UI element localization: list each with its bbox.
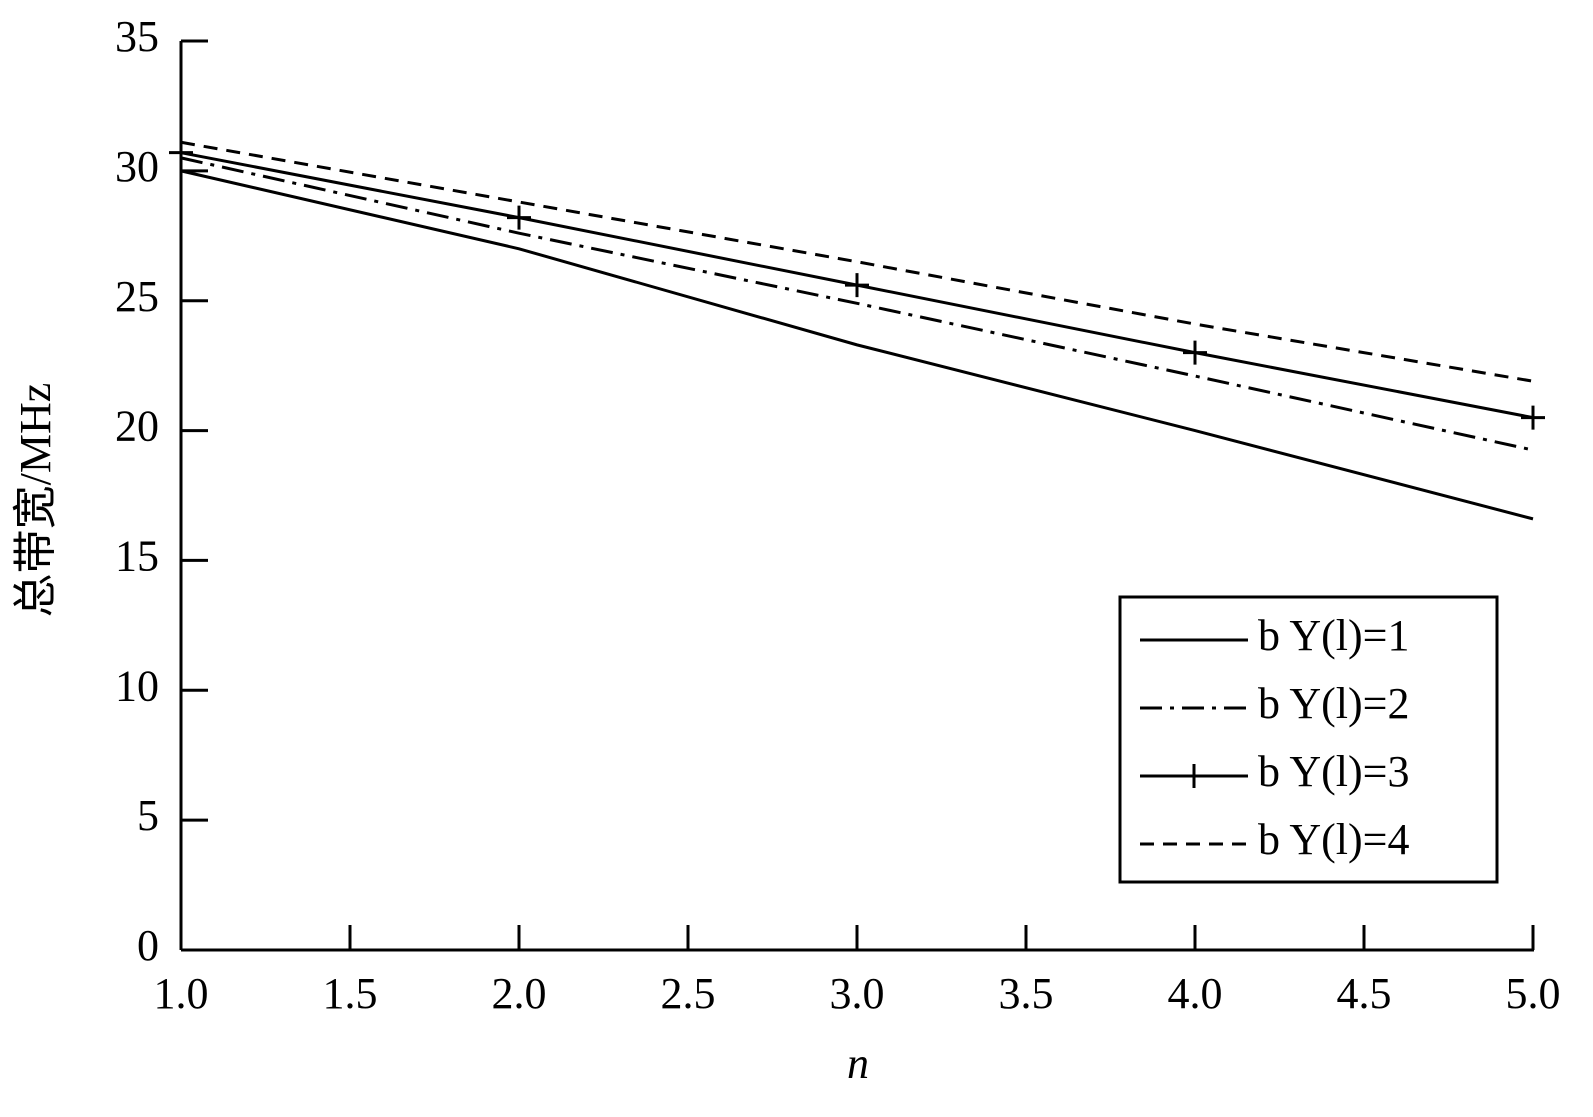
x-tick-label: 2.5 [661, 969, 716, 1018]
x-tick-label: 4.5 [1337, 969, 1392, 1018]
x-tick-label: 4.0 [1168, 969, 1223, 1018]
legend-box [1118, 595, 1499, 884]
point-marker [507, 205, 531, 230]
x-tick-label: 1.5 [323, 969, 378, 1018]
y-tick-label: 25 [115, 272, 159, 321]
y-tick-label: 5 [137, 791, 159, 840]
x-axis-label: n [847, 1039, 869, 1088]
legend-label: b Y(l)=1 [1258, 611, 1410, 660]
x-tick-label: 1.0 [154, 969, 209, 1018]
point-marker [1183, 340, 1207, 365]
y-tick-label: 0 [137, 921, 159, 970]
point-marker [845, 273, 869, 298]
legend-label: b Y(l)=4 [1258, 815, 1410, 864]
x-tick-label: 3.0 [830, 969, 885, 1018]
y-tick-label: 30 [115, 142, 159, 191]
y-axis-label: 总带宽/MHz [11, 383, 60, 618]
legend-label: b Y(l)=2 [1258, 679, 1410, 728]
x-tick-label: 2.0 [492, 969, 547, 1018]
legend-label: b Y(l)=3 [1258, 747, 1410, 796]
point-marker [169, 140, 193, 165]
y-tick-label: 10 [115, 661, 159, 710]
series-line [180, 169, 1534, 521]
y-tick-label: 35 [115, 12, 159, 61]
series-line [180, 156, 1534, 452]
y-tick-label: 20 [115, 402, 159, 451]
point-marker [1521, 405, 1545, 430]
x-tick-label: 3.5 [999, 969, 1054, 1018]
y-tick-label: 15 [115, 532, 159, 581]
x-tick-label: 5.0 [1506, 969, 1561, 1018]
